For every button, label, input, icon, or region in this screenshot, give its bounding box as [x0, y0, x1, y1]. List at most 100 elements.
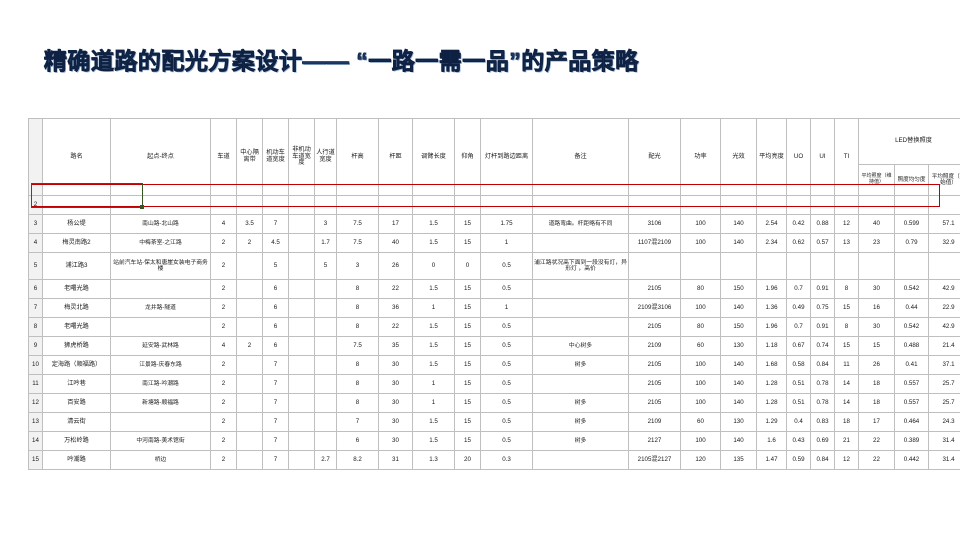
cell-start-end[interactable]: 桥边 — [110, 450, 211, 470]
cell-light-distribution[interactable]: 2105混2127 — [628, 450, 681, 470]
cell-road-name[interactable]: 老曙光路 — [42, 317, 111, 337]
table-cell[interactable]: 0.49 — [786, 298, 811, 318]
table-cell[interactable]: 100 — [680, 355, 721, 375]
table-cell[interactable]: 130 — [720, 336, 757, 356]
cell-light-distribution[interactable]: 2105 — [628, 393, 681, 413]
table-cell[interactable]: 22 — [378, 317, 413, 337]
row-number[interactable]: 6 — [28, 279, 43, 299]
table-cell[interactable]: 140 — [720, 298, 757, 318]
table-row[interactable]: 3 杨公堤 南山路-北山路 4 3.5 7 3 7.5 17 1.5 15 1.75 道路弯曲。杆距略有… — [28, 214, 960, 234]
cell-remarks[interactable]: 树多 — [532, 431, 629, 451]
table-cell[interactable]: 0.5 — [480, 336, 533, 356]
table-cell[interactable] — [236, 298, 263, 318]
table-cell[interactable]: 7 — [336, 412, 379, 432]
table-cell[interactable]: 0.557 — [894, 374, 929, 394]
table-cell[interactable] — [236, 450, 263, 470]
cell-light-distribution[interactable]: 2105 — [628, 374, 681, 394]
table-cell[interactable]: 16 — [858, 298, 895, 318]
cell-start-end[interactable] — [110, 412, 211, 432]
cell-start-end[interactable]: 龙井路-隧道 — [110, 298, 211, 318]
table-cell[interactable] — [288, 252, 315, 280]
table-cell[interactable]: 0.5 — [480, 252, 533, 280]
table-row[interactable]: 11 江吟巷 南江路-吟潮路 2 7 8 30 1 15 0.5 2105 100 140 1.28 0.5… — [28, 374, 960, 394]
table-cell[interactable]: 1.28 — [756, 374, 787, 394]
cell-start-end[interactable]: 南山路-北山路 — [110, 214, 211, 234]
table-cell[interactable]: 22 — [378, 279, 413, 299]
table-cell[interactable] — [288, 412, 315, 432]
table-cell[interactable]: 15 — [454, 233, 481, 253]
cell-light-distribution[interactable]: 2105 — [628, 355, 681, 375]
table-cell[interactable]: 2 — [236, 233, 263, 253]
table-cell[interactable]: 15 — [454, 214, 481, 234]
table-cell[interactable]: 0.557 — [894, 393, 929, 413]
table-cell[interactable] — [314, 374, 337, 394]
table-cell[interactable]: 140 — [720, 374, 757, 394]
table-cell[interactable]: 130 — [720, 412, 757, 432]
table-cell[interactable]: 0.5 — [480, 374, 533, 394]
table-cell[interactable] — [288, 214, 315, 234]
table-row[interactable]: 12 百安路 新塘路-顺福路 2 7 8 30 1 15 0.5 树多 2105 100 140 1.28 0… — [28, 393, 960, 413]
table-cell[interactable]: 31.4 — [928, 431, 960, 451]
row-number[interactable]: 5 — [28, 252, 43, 280]
table-cell[interactable]: 32.9 — [928, 233, 960, 253]
cell-light-distribution[interactable]: 3106 — [628, 214, 681, 234]
table-cell[interactable]: 2 — [210, 431, 237, 451]
table-cell[interactable]: 2 — [210, 233, 237, 253]
table-cell[interactable]: 23 — [858, 233, 895, 253]
table-cell[interactable]: 140 — [720, 393, 757, 413]
cell-remarks[interactable] — [532, 298, 629, 318]
table-cell[interactable] — [288, 450, 315, 470]
cell-start-end[interactable] — [110, 317, 211, 337]
table-cell[interactable]: 18 — [858, 374, 895, 394]
table-cell[interactable]: 1 — [412, 298, 455, 318]
table-cell[interactable] — [288, 336, 315, 356]
table-cell[interactable] — [236, 374, 263, 394]
table-cell[interactable]: 0.91 — [810, 279, 835, 299]
table-cell[interactable]: 15 — [454, 298, 481, 318]
table-cell[interactable]: 7 — [262, 412, 289, 432]
table-cell[interactable]: 1.5 — [412, 279, 455, 299]
table-cell[interactable]: 8 — [336, 374, 379, 394]
table-cell[interactable]: 1.7 — [314, 233, 337, 253]
table-cell[interactable]: 18 — [858, 393, 895, 413]
table-cell[interactable]: 2 — [210, 355, 237, 375]
table-cell[interactable]: 35 — [378, 336, 413, 356]
row-number[interactable]: 12 — [28, 393, 43, 413]
table-cell[interactable]: 15 — [454, 355, 481, 375]
cell-remarks[interactable]: 树多 — [532, 393, 629, 413]
table-cell[interactable]: 22 — [858, 450, 895, 470]
table-cell[interactable]: 15 — [834, 298, 859, 318]
table-cell[interactable]: 15 — [454, 336, 481, 356]
table-cell[interactable]: 0.7 — [786, 279, 811, 299]
table-cell[interactable]: 30 — [378, 374, 413, 394]
table-cell[interactable] — [810, 252, 835, 280]
table-cell[interactable]: 0.78 — [810, 393, 835, 413]
table-cell[interactable]: 0.58 — [786, 355, 811, 375]
table-cell[interactable]: 1 — [480, 298, 533, 318]
table-cell[interactable]: 40 — [858, 214, 895, 234]
cell-road-name[interactable]: 狮虎桥路 — [42, 336, 111, 356]
table-cell[interactable]: 5 — [314, 252, 337, 280]
cell-road-name[interactable]: 江吟巷 — [42, 374, 111, 394]
table-cell[interactable] — [786, 252, 811, 280]
table-cell[interactable]: 15 — [454, 393, 481, 413]
table-cell[interactable]: 15 — [858, 336, 895, 356]
table-cell[interactable]: 12 — [834, 450, 859, 470]
table-cell[interactable]: 1.47 — [756, 450, 787, 470]
table-cell[interactable] — [834, 252, 859, 280]
table-cell[interactable]: 80 — [680, 317, 721, 337]
table-cell[interactable]: 3.5 — [236, 214, 263, 234]
table-cell[interactable]: 40 — [378, 233, 413, 253]
table-cell[interactable]: 0.7 — [786, 317, 811, 337]
table-cell[interactable]: 15 — [454, 374, 481, 394]
table-cell[interactable]: 8.2 — [336, 450, 379, 470]
table-cell[interactable]: 4.5 — [262, 233, 289, 253]
table-cell[interactable] — [288, 317, 315, 337]
table-cell[interactable]: 2 — [210, 252, 237, 280]
cell-start-end[interactable]: 南江路-吟潮路 — [110, 374, 211, 394]
table-cell[interactable]: 0.542 — [894, 317, 929, 337]
table-cell[interactable]: 5 — [262, 252, 289, 280]
table-cell[interactable]: 0.79 — [894, 233, 929, 253]
table-cell[interactable]: 6 — [262, 279, 289, 299]
cell-road-name[interactable]: 梅灵北路 — [42, 298, 111, 318]
